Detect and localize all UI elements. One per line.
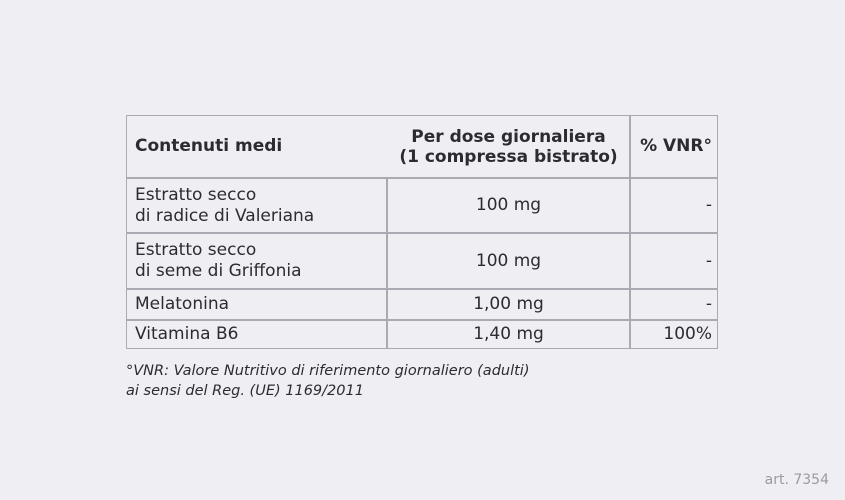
article-code: art. 7354 xyxy=(764,472,829,488)
row-divider xyxy=(127,232,717,234)
header-contents: Contenuti medi xyxy=(135,136,283,156)
row-name: Melatonina xyxy=(135,293,230,314)
row-vnr: - xyxy=(705,250,712,271)
row-name: Vitamina B6 xyxy=(135,323,239,344)
header-daily-dose: Per dose giornaliera (1 compressa bistra… xyxy=(399,126,618,167)
row-name: Estratto secco di radice di Valeriana xyxy=(135,184,315,226)
footnote-line: °VNR: Valore Nutritivo di riferimento gi… xyxy=(126,363,530,379)
footnote-line: ai sensi del Reg. (UE) 1169/2011 xyxy=(126,383,364,399)
footnote: °VNR: Valore Nutritivo di riferimento gi… xyxy=(126,361,530,401)
row-dose: 1,40 mg xyxy=(473,323,544,344)
row-dose: 1,00 mg xyxy=(473,293,544,314)
row-divider xyxy=(127,319,717,321)
row-dose: 100 mg xyxy=(475,250,542,271)
row-vnr: 100% xyxy=(663,323,712,344)
header-vnr: % VNR° xyxy=(640,136,712,156)
column-divider xyxy=(386,177,388,348)
row-vnr: - xyxy=(705,195,712,215)
row-divider xyxy=(127,288,717,290)
nutrition-table: Contenuti medi Per dose giornaliera (1 c… xyxy=(126,115,718,349)
row-dose: 100 mg xyxy=(475,195,542,215)
row-name: Estratto secco di seme di Griffonia xyxy=(135,240,302,281)
row-vnr: - xyxy=(705,293,712,314)
row-divider xyxy=(127,177,717,179)
